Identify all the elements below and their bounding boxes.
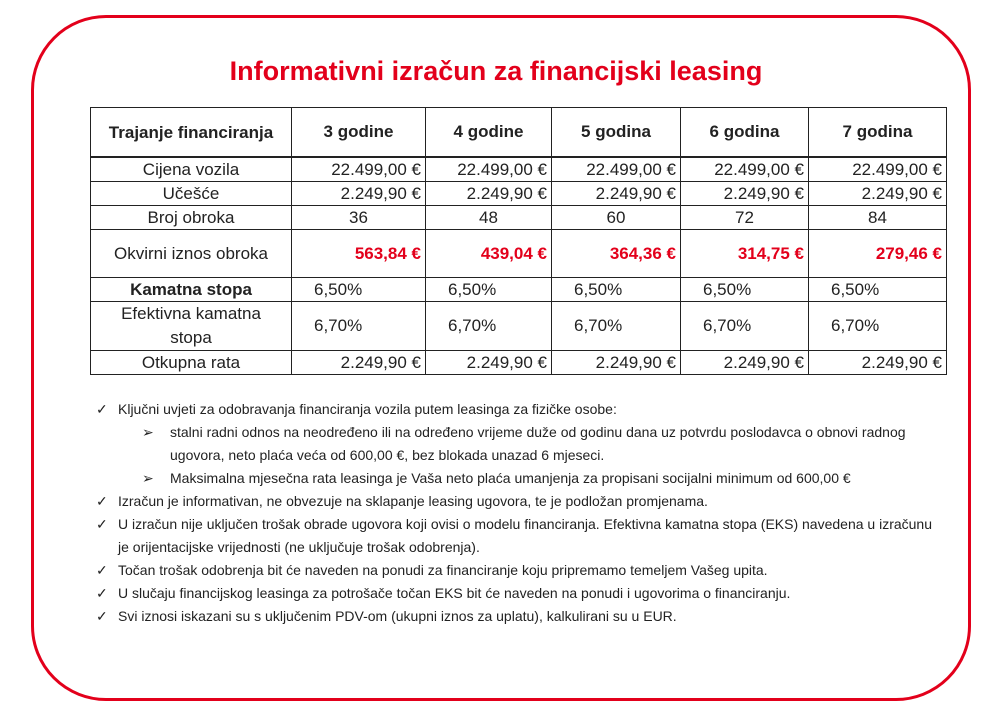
notes-list: ✓ Ključni uvjeti za odobravanja financira…	[96, 398, 946, 628]
table-row: Kamatna stopa 6,50% 6,50% 6,50% 6,50% 6,50%	[90, 277, 947, 302]
row-label: Broj obroka	[90, 205, 292, 230]
value-cell: 6,70%	[551, 301, 681, 351]
value-cell: 48	[425, 205, 552, 230]
value-cell: 2.249,90 €	[291, 181, 426, 206]
value-cell: 72	[680, 205, 809, 230]
value-cell: 2.249,90 €	[291, 350, 426, 375]
note-item: ✓ Izračun je informativan, ne obvezuje na…	[96, 490, 946, 513]
note-text: Maksimalna mjesečna rata leasinga je Vaš…	[170, 470, 851, 486]
row-label: Kamatna stopa	[90, 277, 292, 302]
arrow-bullet-icon: ➢	[142, 424, 154, 440]
value-cell: 6,50%	[680, 277, 809, 302]
note-item: ➢ Maksimalna mjesečna rata leasinga je Va…	[96, 467, 946, 490]
note-text: Izračun je informativan, ne obvezuje na …	[118, 493, 708, 509]
checkmark-icon: ✓	[96, 585, 108, 601]
value-cell: 2.249,90 €	[808, 181, 947, 206]
table-row: Okvirni iznos obroka 563,84 €439,04 €364,…	[90, 229, 947, 278]
note-text: stalni radni odnos na neodređeno ili na …	[170, 424, 906, 463]
value-cell: 36	[291, 205, 426, 230]
table-row: Broj obroka 36 48 60 72 84	[90, 205, 947, 230]
note-text: U izračun nije uključen trošak obrade ug…	[118, 516, 933, 555]
leasing-table: Trajanje financiranja 3 godine 4 godine 5 g…	[90, 107, 947, 375]
value-cell: 2.249,90 €	[551, 181, 681, 206]
page-title: Informativni izračun za financijski leas…	[229, 56, 763, 86]
note-text: Točan trošak odobrenja bit će naveden na…	[118, 562, 768, 578]
arrow-bullet-icon: ➢	[142, 470, 154, 486]
note-item: ➢ stalni radni odnos na neodređeno ili na…	[96, 421, 946, 467]
table-row: Efektivna kamatna stopa 6,70% 6,70% 6,70% 6,…	[90, 301, 947, 351]
row-label: Učešće	[90, 181, 292, 206]
value-cell: 2.249,90 €	[425, 350, 552, 375]
value-cell: 2.249,90 €	[680, 350, 809, 375]
header-cell: Trajanje financiranja	[90, 107, 292, 158]
value-cell: 22.499,00 €	[425, 156, 552, 182]
value-cell: 84	[808, 205, 947, 230]
note-item: ✓ Svi iznosi iskazani su s uključenim PDV…	[96, 605, 946, 628]
checkmark-icon: ✓	[96, 493, 108, 509]
value-cell: 2.249,90 €	[551, 350, 681, 375]
value-cell: 6,50%	[551, 277, 681, 302]
row-label: Otkupna rata	[90, 350, 292, 375]
checkmark-icon: ✓	[96, 401, 108, 417]
table-row: Učešće 2.249,90 €2.249,90 €2.249,90 €2.24…	[90, 181, 947, 206]
table-header-row: Trajanje financiranja 3 godine 4 godine 5 g…	[90, 107, 947, 158]
value-cell: 6,50%	[808, 277, 947, 302]
header-cell: 4 godine	[425, 107, 552, 158]
note-item: ✓ U slučaju financijskog leasinga za potr…	[96, 582, 946, 605]
note-text: Svi iznosi iskazani su s uključenim PDV-…	[118, 608, 677, 624]
value-cell: 2.249,90 €	[425, 181, 552, 206]
value-cell: 439,04 €	[425, 229, 552, 278]
note-item: ✓ Ključni uvjeti za odobravanja financira…	[96, 398, 946, 421]
value-cell: 6,50%	[425, 277, 552, 302]
value-cell: 563,84 €	[291, 229, 426, 278]
row-label: Efektivna kamatna stopa	[90, 301, 292, 351]
table-row: Cijena vozila 22.499,00 €22.499,00 €22.49…	[90, 156, 947, 182]
header-cell: 5 godina	[551, 107, 681, 158]
value-cell: 22.499,00 €	[551, 156, 681, 182]
value-cell: 6,70%	[425, 301, 552, 351]
value-cell: 2.249,90 €	[680, 181, 809, 206]
value-cell: 6,50%	[291, 277, 426, 302]
value-cell: 6,70%	[291, 301, 426, 351]
value-cell: 314,75 €	[680, 229, 809, 278]
header-cell: 3 godine	[291, 107, 426, 158]
value-cell: 22.499,00 €	[680, 156, 809, 182]
row-label: Cijena vozila	[90, 156, 292, 182]
checkmark-icon: ✓	[96, 516, 108, 532]
value-cell: 22.499,00 €	[808, 156, 947, 182]
value-cell: 60	[551, 205, 681, 230]
value-cell: 279,46 €	[808, 229, 947, 278]
note-text: U slučaju financijskog leasinga za potro…	[118, 585, 791, 601]
header-cell: 7 godina	[808, 107, 947, 158]
row-label: Okvirni iznos obroka	[90, 229, 292, 278]
checkmark-icon: ✓	[96, 608, 108, 624]
header-cell: 6 godina	[680, 107, 809, 158]
note-item: ✓ U izračun nije uključen trošak obrade u…	[96, 513, 946, 559]
table-row: Otkupna rata 2.249,90 €2.249,90 €2.249,90…	[90, 350, 947, 375]
value-cell: 6,70%	[808, 301, 947, 351]
red-rounded-frame	[31, 15, 971, 701]
note-text: Ključni uvjeti za odobravanja financiran…	[118, 401, 617, 417]
value-cell: 364,36 €	[551, 229, 681, 278]
checkmark-icon: ✓	[96, 562, 108, 578]
note-item: ✓ Točan trošak odobrenja bit će naveden n…	[96, 559, 946, 582]
value-cell: 22.499,00 €	[291, 156, 426, 182]
value-cell: 6,70%	[680, 301, 809, 351]
value-cell: 2.249,90 €	[808, 350, 947, 375]
